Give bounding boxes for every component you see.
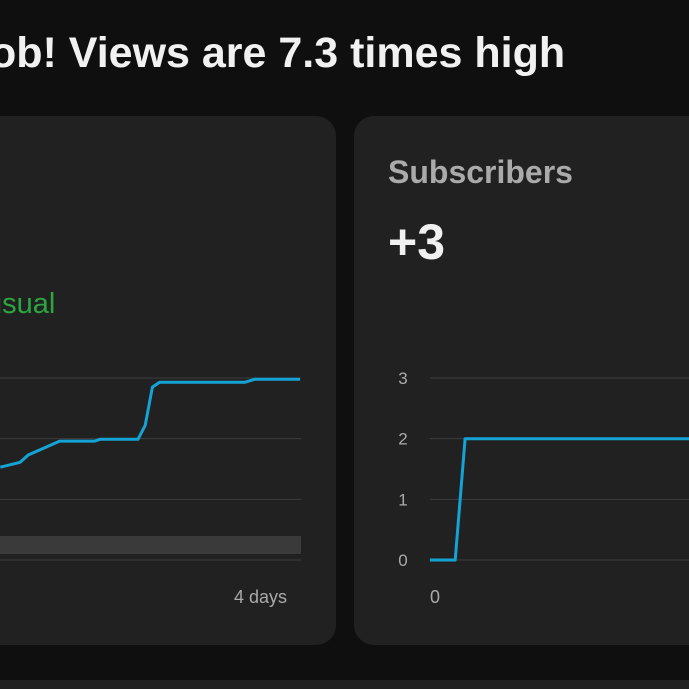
line bbox=[430, 437, 689, 562]
subscribers-card bbox=[354, 116, 689, 645]
views-card bbox=[0, 116, 336, 645]
x-tick-label: 0 bbox=[430, 587, 440, 607]
y-tick-label: 3 bbox=[398, 369, 407, 388]
y-tick-label: 0 bbox=[398, 551, 407, 570]
views-note: usual bbox=[0, 288, 55, 320]
y-tick-label: 2 bbox=[398, 430, 407, 449]
next-card bbox=[0, 680, 689, 689]
card-value: +3 bbox=[388, 214, 445, 270]
y-tick-label: 1 bbox=[398, 490, 407, 509]
line bbox=[0, 377, 300, 469]
range-band bbox=[0, 536, 301, 554]
header-title: ob! Views are 7.3 times high bbox=[0, 29, 565, 77]
x-tick-label: 4 days bbox=[234, 587, 287, 607]
card-title: Subscribers bbox=[388, 154, 573, 190]
